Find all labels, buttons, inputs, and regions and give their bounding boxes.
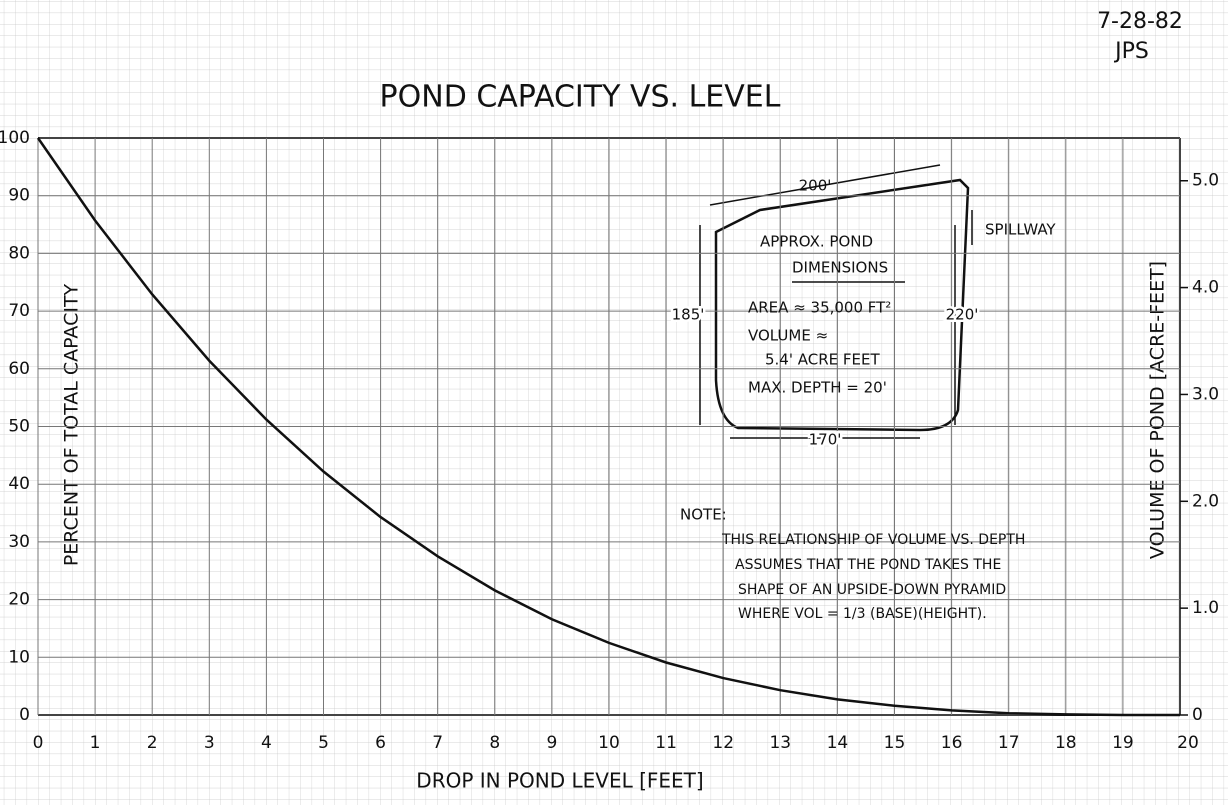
y2-tick-label: 5.0: [1192, 171, 1219, 191]
y-axis-label: PERCENT OF TOTAL CAPACITY: [61, 283, 83, 566]
y2-tick-label: 1.0: [1192, 598, 1219, 618]
annotation: 185': [672, 306, 705, 324]
y2-tick-label: 2.0: [1192, 491, 1219, 511]
y-tick-label: 70: [8, 301, 30, 321]
x-tick-label: 5: [318, 733, 329, 753]
y2-tick-label: 3.0: [1192, 384, 1219, 404]
x-tick-label: 4: [261, 733, 272, 753]
y-tick-label: 100: [0, 128, 30, 148]
y-tick-label: 60: [8, 359, 30, 379]
x-tick-label: 19: [1112, 733, 1134, 753]
y2-tick-label: 0: [1192, 705, 1203, 725]
author: JPS: [1113, 39, 1149, 64]
annotation: THIS RELATIONSHIP OF VOLUME VS. DEPTH: [721, 532, 1025, 548]
x-tick-label: 3: [204, 733, 215, 753]
annotation: SHAPE OF AN UPSIDE-DOWN PYRAMID: [738, 582, 1006, 598]
annotation: 5.4' ACRE FEET: [765, 351, 880, 369]
y2-axis-label: VOLUME OF POND [ACRE-FEET]: [1147, 261, 1169, 559]
chart-title: POND CAPACITY VS. LEVEL: [380, 80, 781, 115]
x-tick-label: 8: [489, 733, 500, 753]
x-tick-label: 16: [941, 733, 963, 753]
x-tick-label: 14: [827, 733, 849, 753]
annotation: 170': [809, 431, 842, 449]
annotation: SPILLWAY: [985, 221, 1056, 239]
annotation: 200': [799, 177, 832, 195]
x-tick-label: 6: [375, 733, 386, 753]
date: 7-28-82: [1097, 9, 1183, 34]
graph-paper: [0, 0, 1228, 805]
x-tick-label: 11: [655, 733, 677, 753]
x-tick-label: 17: [998, 733, 1020, 753]
x-tick-label: 9: [546, 733, 557, 753]
x-tick-label: 13: [769, 733, 791, 753]
annotation: DIMENSIONS: [792, 259, 888, 277]
y2-tick-label: 4.0: [1192, 278, 1219, 298]
x-tick-label: 7: [432, 733, 443, 753]
x-tick-label: 10: [598, 733, 620, 753]
annotation: 220': [946, 306, 979, 324]
x-tick-label: 0: [33, 733, 44, 753]
x-tick-label: 18: [1055, 733, 1077, 753]
y-tick-label: 10: [8, 647, 30, 667]
y-tick-label: 80: [8, 243, 30, 263]
chart: POND CAPACITY VS. LEVEL 7-28-82 JPS DROP…: [0, 0, 1228, 805]
y-tick-label: 30: [8, 532, 30, 552]
x-tick-label: 1: [90, 733, 101, 753]
y-tick-label: 90: [8, 186, 30, 206]
y-tick-label: 0: [19, 705, 30, 725]
annotation: NOTE:: [680, 506, 727, 524]
annotation: AREA ≈ 35,000 FT²: [748, 299, 891, 317]
annotation: MAX. DEPTH = 20': [748, 379, 887, 397]
y-tick-label: 20: [8, 590, 30, 610]
annotation: ASSUMES THAT THE POND TAKES THE: [735, 557, 1001, 573]
x-tick-label: 12: [712, 733, 734, 753]
annotation: VOLUME ≈: [748, 327, 828, 345]
y-tick-label: 50: [8, 417, 30, 437]
annotation: WHERE VOL = 1/3 (BASE)(HEIGHT).: [738, 606, 987, 622]
y-tick-label: 40: [8, 474, 30, 494]
x-tick-label: 2: [147, 733, 158, 753]
annotation: APPROX. POND: [760, 233, 873, 251]
x-tick-label: 15: [884, 733, 906, 753]
x-axis-label: DROP IN POND LEVEL [FEET]: [416, 769, 703, 793]
x-tick-label: 20: [1177, 733, 1199, 753]
